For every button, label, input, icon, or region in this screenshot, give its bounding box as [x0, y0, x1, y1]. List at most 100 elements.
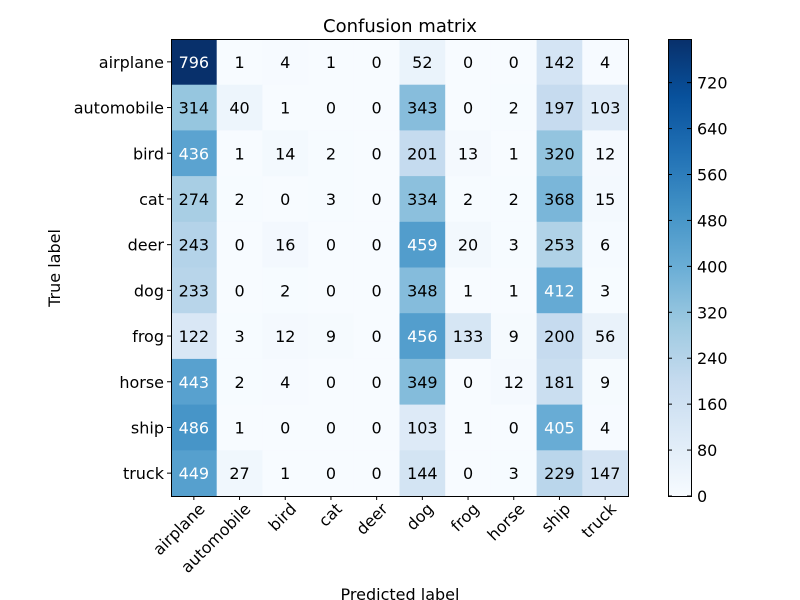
cell-value-label: 405: [544, 418, 575, 437]
cell-value-label: 0: [509, 418, 519, 437]
cell-value-label: 412: [544, 281, 575, 300]
cell-value-label: 274: [179, 190, 210, 209]
heatmap-cell: [308, 39, 355, 86]
heatmap-cell: [262, 358, 309, 406]
heatmap-cell: [171, 404, 218, 451]
heatmap-cell: [262, 84, 309, 131]
heatmap-cell: [536, 267, 583, 314]
cell-value-label: 201: [407, 144, 438, 163]
y-tick-labels: airplane automobile bird cat deer dog frog hors…: [74, 53, 171, 483]
heatmap-cell: [216, 84, 263, 131]
cell-value-label: 1: [509, 144, 519, 163]
cell-value-label: 12: [504, 373, 524, 392]
cell-value-label: 56: [595, 327, 615, 346]
heatmap-cell: [171, 176, 218, 223]
heatmap-cell: [582, 313, 629, 360]
heatmap-cell: [445, 176, 492, 223]
cell-value-label: 0: [326, 281, 336, 300]
heatmap-cell: [445, 130, 492, 177]
cell-value-label: 9: [600, 373, 610, 392]
cell-value-label: 1: [280, 99, 290, 118]
heatmap-cell: [171, 358, 218, 406]
heatmap-cell: [308, 130, 355, 177]
heatmap-cell: [399, 267, 446, 314]
cell-value-label: 6: [600, 236, 610, 255]
cell-value-label: 0: [372, 464, 382, 483]
plot-frame: [171, 39, 629, 497]
cell-value-label: 52: [412, 53, 432, 72]
heatmap-cell: [582, 404, 629, 451]
heatmap-cell: [353, 176, 400, 223]
x-tick-label: horse: [484, 499, 529, 544]
y-tick-label: frog: [132, 327, 164, 346]
heatmap-cell: [216, 313, 263, 360]
cell-value-label: 0: [280, 418, 290, 437]
cell-value-label: 314: [179, 99, 210, 118]
heatmap-cell: [353, 267, 400, 314]
heatmap-cell: [399, 313, 446, 360]
heatmap-cell: [399, 358, 446, 406]
cell-value-label: 1: [234, 144, 244, 163]
y-tick-label: bird: [133, 144, 164, 163]
y-tick-label: truck: [123, 464, 165, 483]
cell-value-label: 0: [509, 53, 519, 72]
cell-value-label: 486: [179, 418, 210, 437]
colorbar-tick-label: 160: [697, 395, 728, 414]
cell-value-label: 443: [179, 373, 210, 392]
cell-value-label: 0: [463, 53, 473, 72]
heatmap-cell: [445, 39, 492, 86]
colorbar-tick-label: 320: [697, 303, 728, 322]
heatmap-cell: [582, 176, 629, 223]
heatmap-cell: [536, 221, 583, 268]
heatmap-cell: [353, 358, 400, 406]
heatmap-cell: [399, 450, 446, 497]
cell-value-label: 9: [509, 327, 519, 346]
heatmap-cell: [490, 176, 538, 223]
cell-value-label: 229: [544, 464, 575, 483]
heatmap-cell: [171, 84, 218, 131]
heatmap-cell: [308, 84, 355, 131]
x-tick-label: dog: [402, 499, 437, 534]
heatmap-cell: [262, 267, 309, 314]
heatmap-cell: [536, 39, 583, 86]
colorbar-tick-label: 640: [697, 120, 728, 139]
heatmap-cell: [490, 39, 538, 86]
heatmap-cell: [582, 84, 629, 131]
colorbar-tick-label: 480: [697, 211, 728, 230]
cell-value-label: 1: [509, 281, 519, 300]
heatmap-cell: [445, 404, 492, 451]
cell-value-label: 233: [179, 281, 210, 300]
y-tick-label: ship: [131, 418, 164, 437]
heatmap-cell: [490, 84, 538, 131]
heatmap-cell: [353, 84, 400, 131]
y-tick-label: cat: [139, 190, 164, 209]
heatmap-cell: [216, 404, 263, 451]
cell-value-label: 4: [280, 53, 290, 72]
cell-value-label: 1: [463, 281, 473, 300]
cell-value-label: 4: [280, 373, 290, 392]
cell-value-label: 436: [179, 144, 210, 163]
cell-value-label: 9: [326, 327, 336, 346]
heatmap-cell: [445, 358, 492, 406]
heatmap-cell: [490, 404, 538, 451]
cell-value-label: 320: [544, 144, 575, 163]
cell-value-label: 796: [179, 53, 210, 72]
cell-value-label: 368: [544, 190, 575, 209]
heatmap-cell: [308, 358, 355, 406]
heatmap-cell: [399, 39, 446, 86]
y-tick-label: dog: [134, 281, 164, 300]
cell-value-label: 1: [463, 418, 473, 437]
heatmap-cell: [353, 450, 400, 497]
cell-value-label: 13: [458, 144, 478, 163]
cell-value-label: 0: [326, 373, 336, 392]
heatmap-cell: [582, 358, 629, 406]
heatmap-cell: [262, 176, 309, 223]
cell-value-label: 0: [463, 373, 473, 392]
cell-value-label: 349: [407, 373, 438, 392]
cell-value-label: 15: [595, 190, 615, 209]
heatmap-cell: [262, 221, 309, 268]
heatmap-cell: [171, 39, 218, 86]
